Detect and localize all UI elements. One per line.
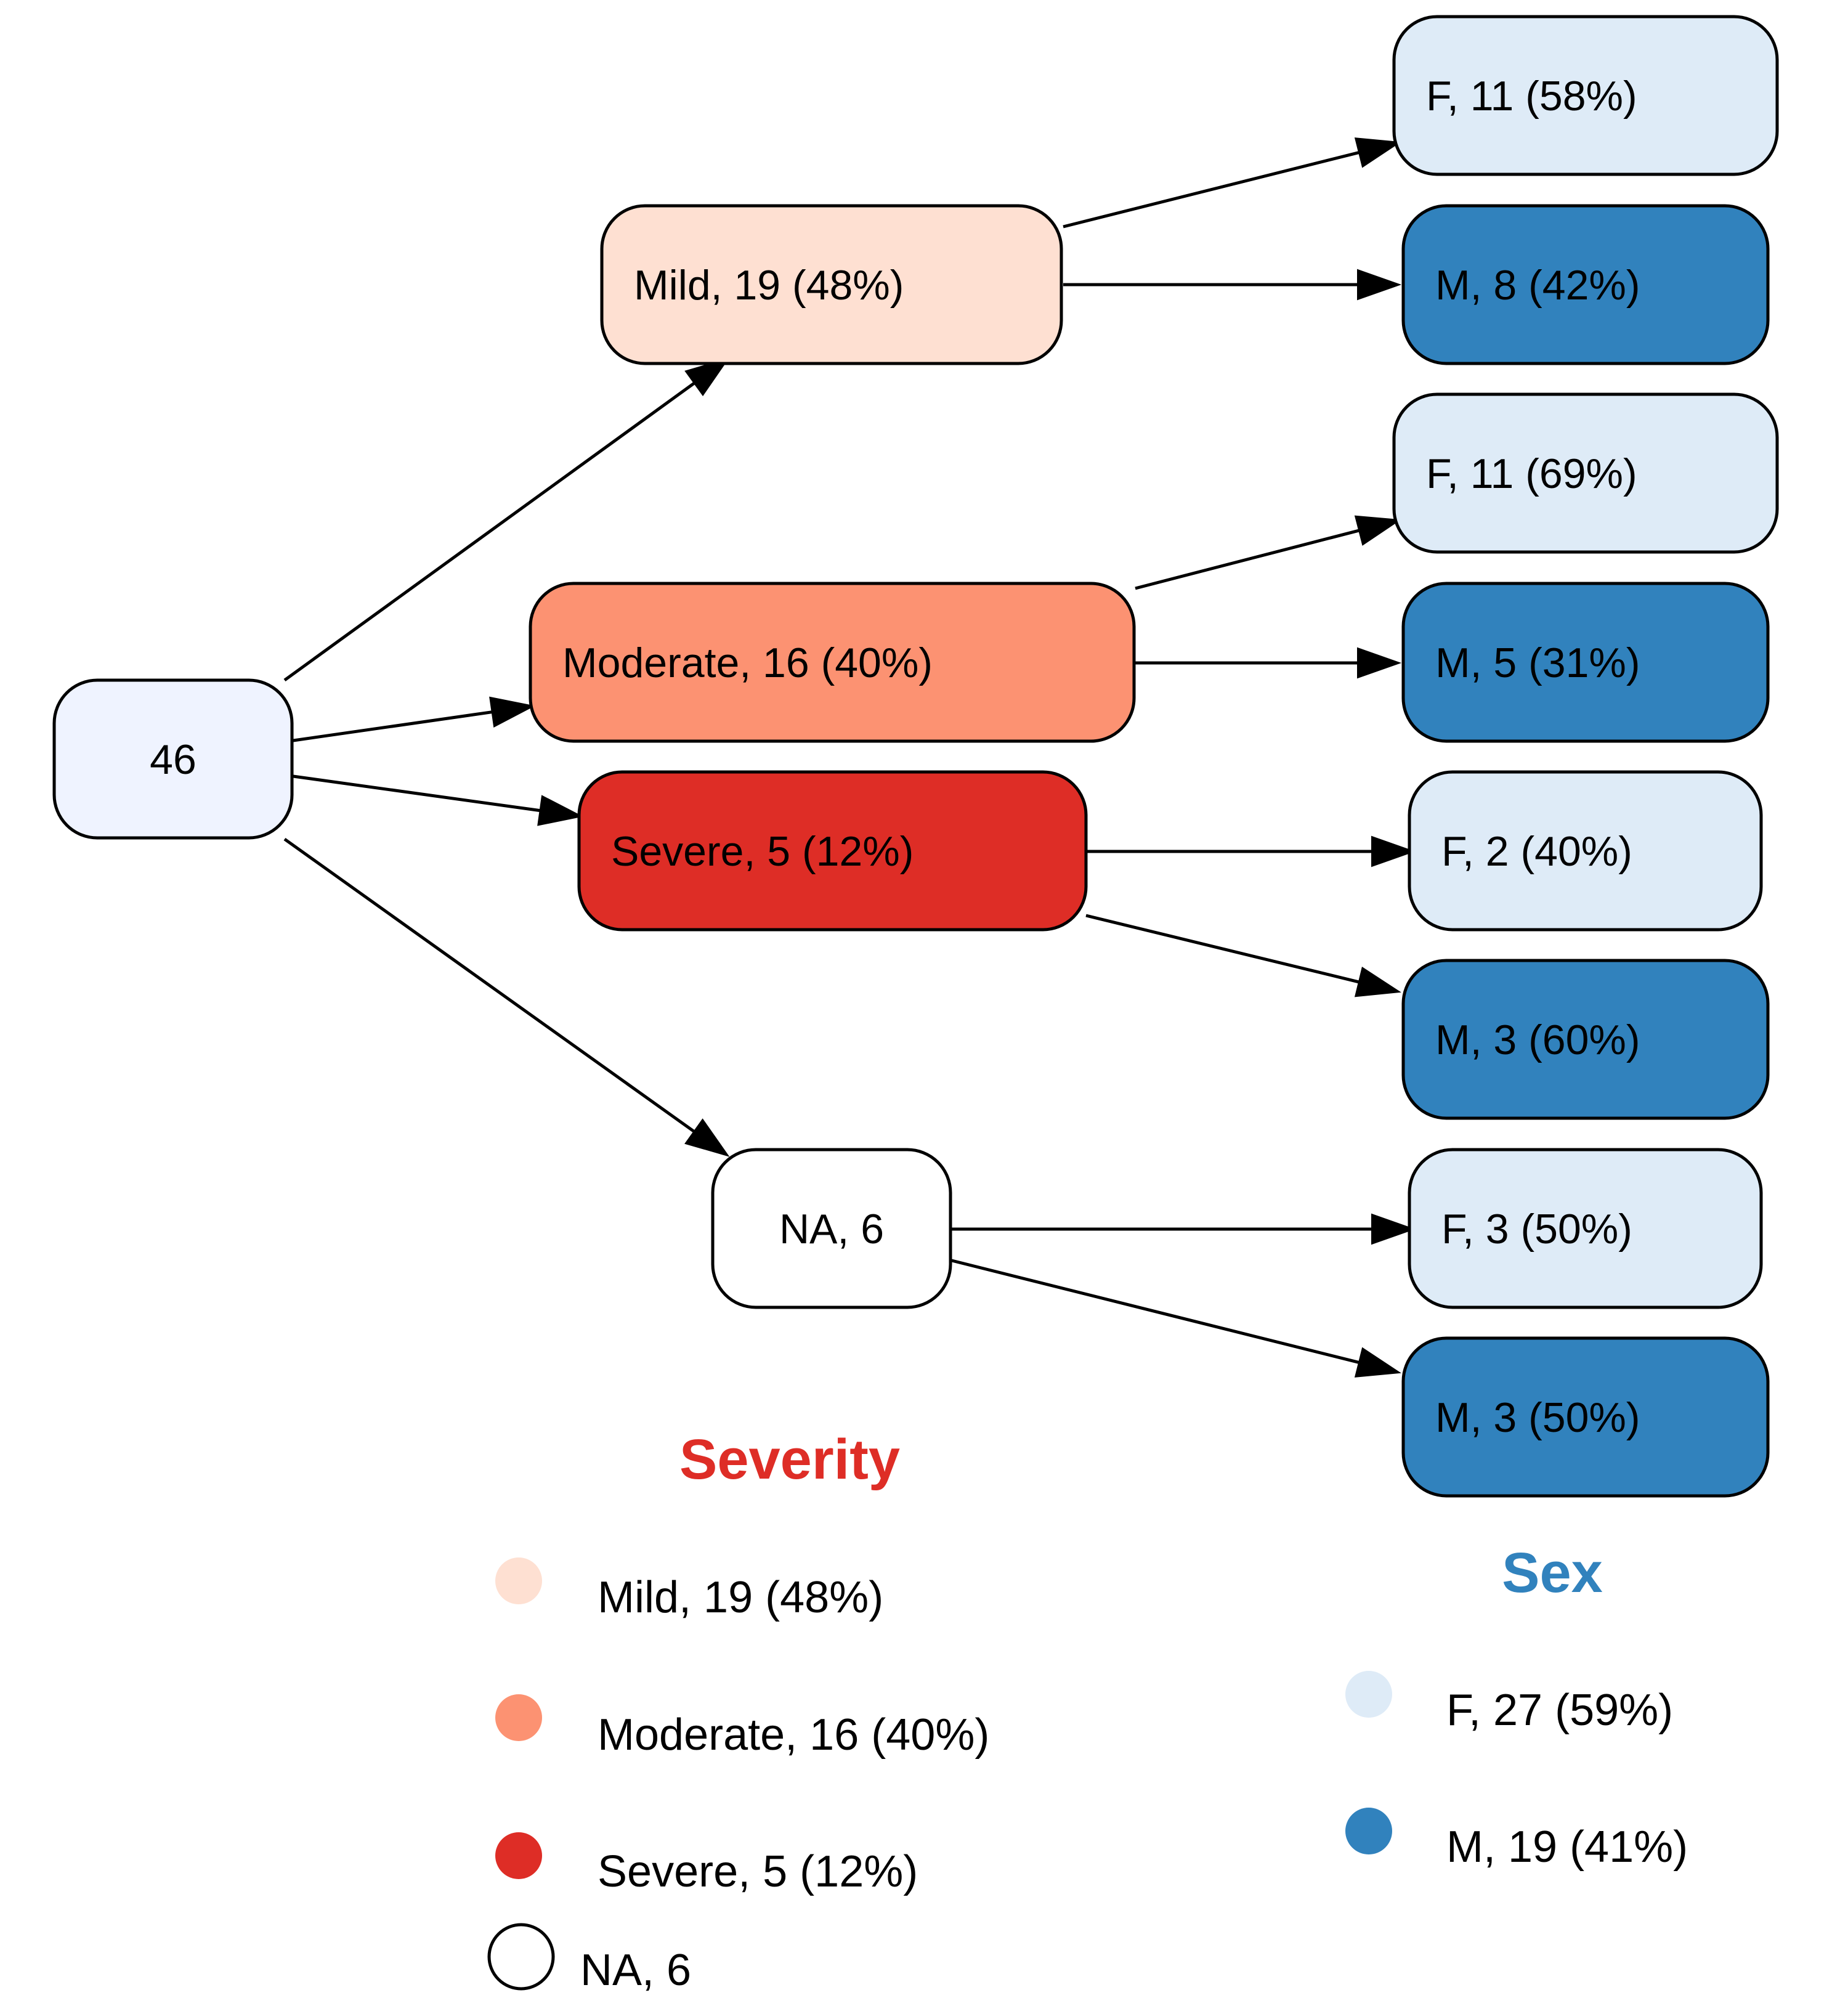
node-mild: Mild, 19 (48%) (600, 204, 1063, 365)
severity-legend-item: Mild, 19 (48%) (495, 1557, 883, 1622)
arrowhead-icon (489, 696, 535, 728)
node-box (1408, 770, 1763, 932)
node-box (1392, 392, 1779, 554)
node-label: M, 3 (50%) (1435, 1394, 1640, 1441)
edge-severe-to-severe_m (1085, 914, 1401, 997)
node-na-f: F, 3 (50%) (1408, 1148, 1763, 1309)
edge-line (293, 774, 540, 813)
node-severe-m: M, 3 (60%) (1401, 959, 1770, 1120)
legend-swatch-icon (495, 1557, 542, 1604)
severity-legend-title: Severity (679, 1428, 900, 1491)
node-box (577, 770, 1088, 932)
node-box (1401, 1336, 1770, 1498)
legend-label: M, 19 (41%) (1446, 1822, 1688, 1872)
edge-root-to-moderate (293, 696, 535, 742)
sex-legend-item: F, 27 (59%) (1345, 1671, 1673, 1735)
sex-legend-title: Sex (1502, 1541, 1603, 1604)
node-label: M, 5 (31%) (1435, 640, 1640, 686)
legend-label: Severe, 5 (12%) (598, 1847, 918, 1896)
node-moderate-m: M, 5 (31%) (1401, 582, 1770, 743)
arrowhead-icon (1354, 1347, 1401, 1378)
node-moderate-f: F, 11 (69%) (1392, 392, 1779, 554)
node-box (1401, 582, 1770, 743)
arrowhead-icon (1357, 269, 1402, 301)
edge-na-to-na_m (951, 1259, 1401, 1378)
node-label: M, 3 (60%) (1435, 1017, 1640, 1063)
sex-legend-item: M, 19 (41%) (1345, 1808, 1688, 1872)
node-label: Mild, 19 (48%) (634, 262, 904, 309)
edge-moderate-to-moderate_f (1135, 515, 1401, 590)
severity-legend: Severity Mild, 19 (48%) Moderate, 16 (40%… (487, 1428, 989, 1995)
node-box (600, 204, 1063, 365)
severity-legend-item: Moderate, 16 (40%) (495, 1694, 989, 1760)
arrowhead-icon (1357, 647, 1402, 679)
edge-na-to-na_f (952, 1213, 1416, 1245)
legend-swatch-icon (495, 1832, 542, 1879)
node-label: M, 8 (42%) (1435, 262, 1640, 309)
arrowhead-icon (1354, 515, 1401, 546)
edge-mild-to-mild_f (1063, 137, 1401, 229)
node-mild-m: M, 8 (42%) (1401, 204, 1770, 365)
legend-swatch-icon (487, 1923, 555, 1991)
node-mild-f: F, 11 (58%) (1392, 15, 1779, 176)
node-box (711, 1148, 952, 1309)
node-box (1408, 1148, 1763, 1309)
arrowhead-icon (1371, 1213, 1416, 1245)
node-box (52, 678, 294, 840)
edge-line (1063, 151, 1360, 229)
node-box (529, 582, 1136, 743)
severity-legend-item: NA, 6 (487, 1923, 691, 1995)
node-label: F, 11 (58%) (1426, 73, 1637, 120)
severity-legend-item: Severe, 5 (12%) (495, 1832, 918, 1896)
arrowhead-icon (1371, 835, 1416, 867)
node-box (1401, 204, 1770, 365)
node-severe: Severe, 5 (12%) (577, 770, 1088, 932)
legend-swatch-icon (1345, 1808, 1392, 1854)
node-label: F, 3 (50%) (1441, 1206, 1632, 1253)
node-label: NA, 6 (779, 1206, 884, 1253)
edge-line (951, 1259, 1360, 1364)
legend-label: NA, 6 (580, 1946, 691, 1995)
node-label: Moderate, 16 (40%) (562, 640, 933, 686)
arrowhead-icon (684, 1118, 730, 1157)
edge-line (283, 837, 695, 1133)
node-severe-f: F, 2 (40%) (1408, 770, 1763, 932)
sex-legend-items: F, 27 (59%) M, 19 (41%) (1345, 1671, 1688, 1872)
nodes-layer: 46 Mild, 19 (48%) Moderate, 16 (40%) Severe… (52, 15, 1779, 1498)
arrowhead-icon (537, 795, 583, 826)
node-box (1401, 959, 1770, 1120)
edge-line (293, 710, 493, 742)
edge-root-to-severe (293, 774, 583, 826)
edge-severe-to-severe_f (1086, 835, 1416, 867)
legend: Severity Mild, 19 (48%) Moderate, 16 (40%… (487, 1428, 1688, 1995)
legend-label: F, 27 (59%) (1446, 1686, 1673, 1735)
sex-legend: Sex F, 27 (59%) M, 19 (41%) (1345, 1541, 1688, 1872)
edge-moderate-to-moderate_m (1135, 647, 1402, 679)
node-label: F, 2 (40%) (1441, 828, 1632, 875)
edge-line (1135, 529, 1360, 590)
node-root: 46 (52, 678, 294, 840)
edge-line (283, 381, 695, 682)
node-na-m: M, 3 (50%) (1401, 1336, 1770, 1498)
node-moderate: Moderate, 16 (40%) (529, 582, 1136, 743)
arrowhead-icon (1354, 137, 1401, 168)
edge-root-to-na (283, 837, 730, 1157)
severity-legend-items: Mild, 19 (48%) Moderate, 16 (40%) Severe, … (487, 1557, 989, 1995)
node-label: F, 11 (69%) (1426, 450, 1637, 497)
legend-swatch-icon (1345, 1671, 1392, 1718)
node-na: NA, 6 (711, 1148, 952, 1309)
legend-label: Moderate, 16 (40%) (598, 1710, 989, 1760)
edge-mild-to-mild_m (1063, 269, 1402, 301)
legend-label: Mild, 19 (48%) (598, 1573, 883, 1622)
node-label: 46 (150, 736, 197, 783)
arrowhead-icon (1354, 966, 1401, 997)
node-box (1392, 15, 1779, 176)
edge-line (1085, 914, 1360, 984)
node-label: Severe, 5 (12%) (611, 828, 914, 875)
legend-swatch-icon (495, 1694, 542, 1741)
edges-layer (283, 137, 1416, 1378)
